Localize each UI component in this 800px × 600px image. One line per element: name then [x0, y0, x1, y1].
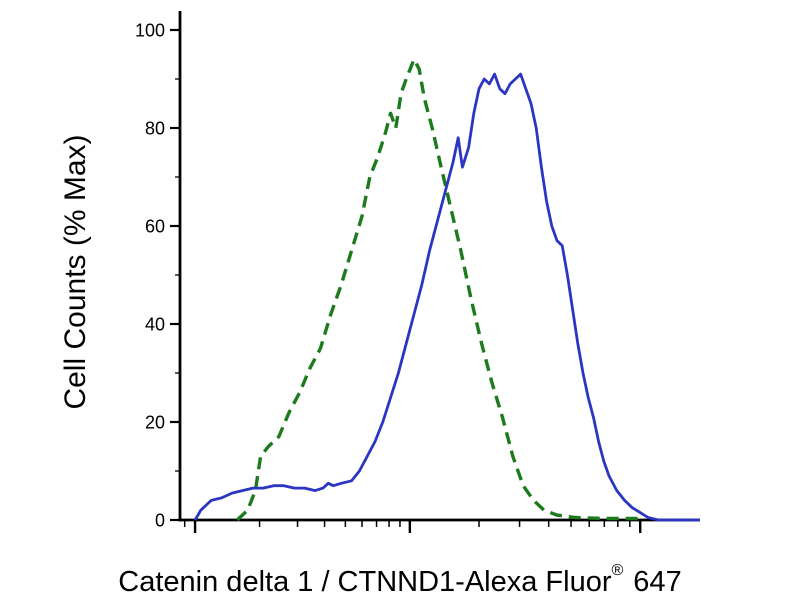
x-axis-label-text: Catenin delta 1 / CTNND1-Alexa Fluor	[118, 566, 612, 598]
y-axis-label: Cell Counts (% Max)	[59, 134, 92, 410]
y-tick-label: 80	[145, 119, 165, 139]
y-tick-label: 40	[145, 315, 165, 335]
blue-solid-series-curve	[193, 72, 700, 522]
flow-histogram-chart: 0 20 40 60 80 100	[135, 11, 700, 533]
y-tick-label: 20	[145, 413, 165, 433]
green-dashed-series-curve	[236, 57, 638, 522]
y-tick-label: 60	[145, 217, 165, 237]
registered-trademark-mark: ®	[611, 561, 624, 579]
x-axis-label-suffix: 647	[625, 566, 682, 598]
x-axis-label: Catenin delta 1 / CTNND1-Alexa Fluor® 64…	[0, 562, 800, 599]
y-tick-label: 0	[155, 511, 165, 531]
y-tick-label: 100	[135, 21, 165, 41]
